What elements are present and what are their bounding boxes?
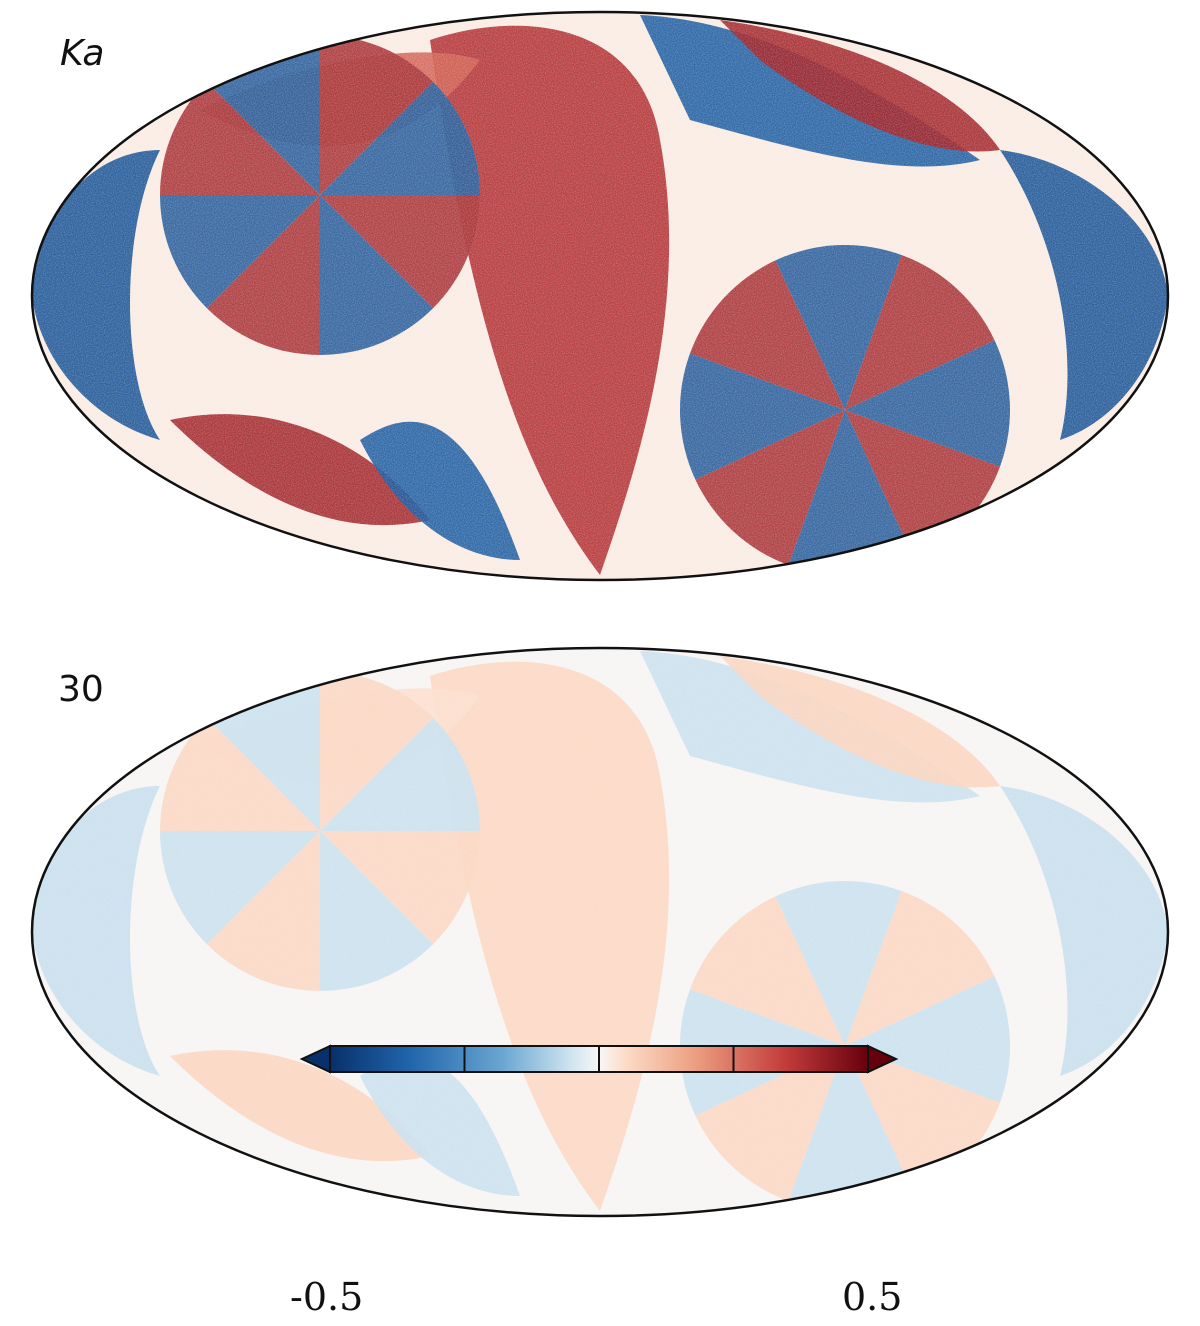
map-noise — [32, 648, 1168, 1216]
colorbar-min-label: -0.5 — [290, 1275, 364, 1319]
panel-label-bottom: 30 — [58, 669, 104, 710]
map-bottom-outline — [30, 646, 1170, 1218]
map-top-pattern — [32, 12, 1168, 580]
sky-map-top — [30, 10, 1170, 582]
map-top-outline — [30, 10, 1170, 582]
colorbar-max-label: 0.5 — [842, 1275, 903, 1319]
colorbar-ticks — [463, 1046, 735, 1072]
sky-map-bottom — [30, 646, 1170, 1218]
panel-label-top: Ka — [60, 33, 105, 74]
colorbar — [299, 1044, 899, 1074]
map-noise — [32, 12, 1168, 580]
map-bottom-pattern — [32, 648, 1168, 1216]
